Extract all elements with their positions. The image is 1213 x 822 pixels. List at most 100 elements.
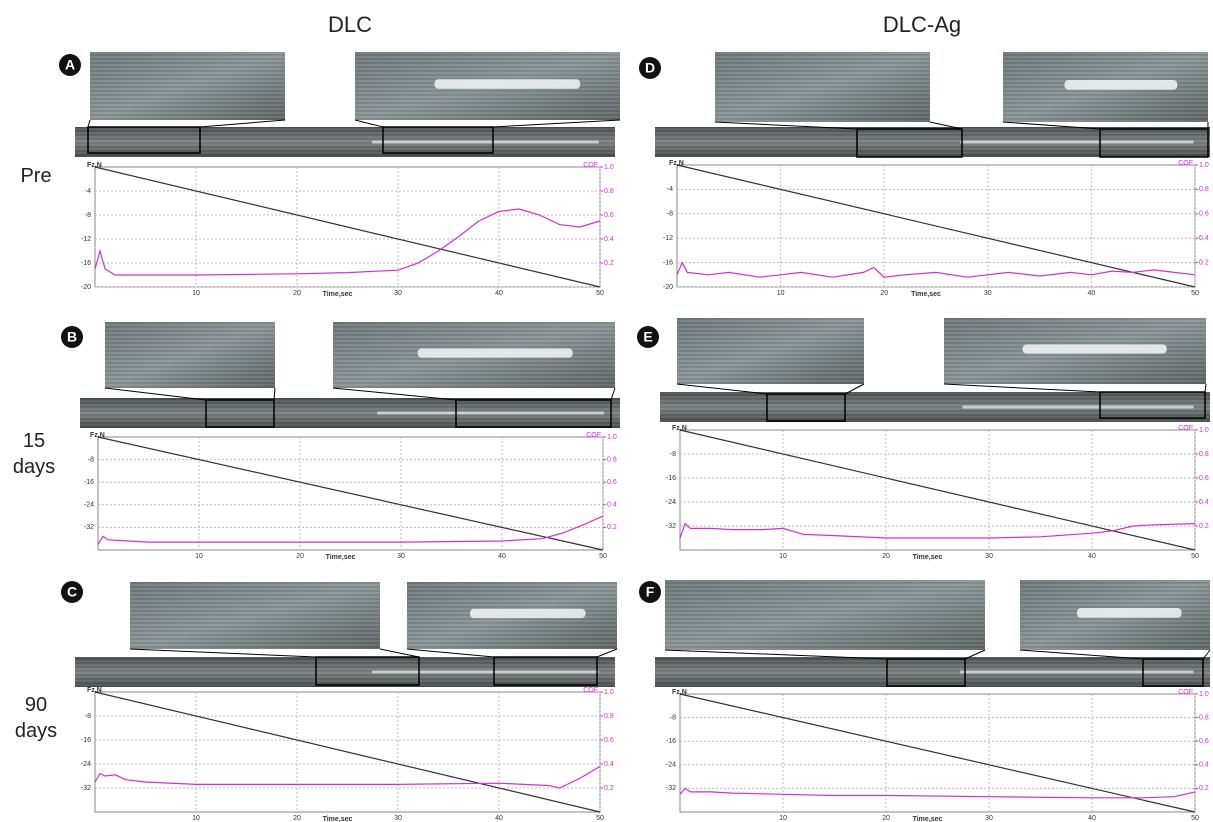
row-label: 15 days	[4, 428, 64, 480]
y-tick-label: -8	[85, 212, 91, 219]
x-tick-label: 20	[293, 815, 301, 822]
x-tick-label: 20	[882, 553, 890, 560]
x-tick-label: 30	[985, 553, 993, 560]
wear-track	[1077, 608, 1182, 618]
figure: DLC DLC-Ag A-4-8-12-16-200.20.40.60.81.0…	[0, 0, 1213, 822]
zoom-connector	[130, 649, 316, 657]
y2-tick-label: 0.8	[1199, 451, 1209, 458]
y2-tick-label: 0.6	[607, 479, 617, 486]
row-label: 90 days	[6, 692, 66, 744]
micrograph-texture	[90, 52, 285, 120]
y-tick-label: -32	[81, 785, 91, 792]
x-tick-label: 30	[394, 290, 402, 297]
x-axis-label: Time,sec	[911, 291, 941, 298]
x-tick-label: 20	[882, 815, 890, 822]
y2-tick-label: 1.0	[607, 434, 617, 441]
y2-tick-label: 0.4	[1199, 762, 1209, 769]
micrograph-texture	[665, 580, 985, 650]
figure-canvas: DLC DLC-Ag A-4-8-12-16-200.20.40.60.81.0…	[0, 0, 1213, 822]
panel-letter: A	[65, 57, 75, 73]
y2-tick-label: 0.4	[1199, 499, 1209, 506]
y2-tick-label: 0.4	[1199, 235, 1209, 242]
y-tick-label: -32	[666, 785, 676, 792]
y2-axis-label: COF	[1178, 689, 1193, 696]
panel-letter: E	[643, 329, 652, 345]
x-tick-label: 50	[599, 553, 607, 560]
x-tick-label: 10	[779, 815, 787, 822]
x-tick-label: 10	[779, 553, 787, 560]
x-tick-label: 40	[1088, 553, 1096, 560]
y2-tick-label: 1.0	[1199, 691, 1209, 698]
y-tick-label: -32	[84, 524, 94, 531]
x-tick-label: 20	[293, 290, 301, 297]
y2-tick-label: 0.6	[1199, 738, 1209, 745]
y2-tick-label: 0.2	[1199, 785, 1209, 792]
wear-track	[960, 671, 1193, 674]
x-axis-label: Time,sec	[323, 291, 353, 298]
wear-track	[418, 348, 573, 357]
y2-tick-label: 0.6	[604, 212, 614, 219]
y-tick-label: -16	[81, 260, 91, 267]
y-tick-label: -20	[663, 284, 673, 291]
wear-track	[963, 406, 1194, 409]
zoom-connector	[597, 649, 617, 657]
panel-letter: D	[645, 60, 655, 76]
y-tick-label: -12	[81, 236, 91, 243]
panel-letter: F	[646, 584, 655, 600]
y-tick-label: -32	[666, 523, 676, 530]
x-tick-label: 50	[1191, 815, 1199, 822]
y2-tick-label: 0.8	[1199, 186, 1209, 193]
y-tick-label: -8	[667, 211, 673, 218]
column-header: DLC-Ag	[883, 12, 961, 37]
micrograph-texture	[130, 582, 380, 649]
y-tick-label: -8	[88, 456, 94, 463]
y-tick-label: -24	[81, 761, 91, 768]
y-tick-label: -16	[666, 475, 676, 482]
x-tick-label: 40	[495, 290, 503, 297]
wear-track	[372, 671, 599, 674]
wear-track	[377, 412, 604, 415]
y2-tick-label: 0.6	[1199, 475, 1209, 482]
x-tick-label: 10	[192, 290, 200, 297]
y2-tick-label: 0.2	[1199, 523, 1209, 530]
y2-axis-label: COF	[1178, 160, 1193, 167]
x-tick-label: 10	[192, 815, 200, 822]
x-axis-label: Time,sec	[913, 816, 943, 822]
x-tick-label: 10	[777, 290, 785, 297]
x-tick-label: 30	[985, 815, 993, 822]
x-tick-label: 40	[1088, 290, 1096, 297]
y-tick-label: -24	[666, 499, 676, 506]
zoom-connector	[407, 649, 494, 657]
y2-tick-label: 0.4	[607, 502, 617, 509]
y2-tick-label: 1.0	[1199, 162, 1209, 169]
y2-tick-label: 1.0	[604, 689, 614, 696]
y-tick-label: -12	[663, 235, 673, 242]
zoom-connector	[355, 120, 383, 127]
y2-tick-label: 0.8	[1199, 714, 1209, 721]
y-tick-label: -16	[81, 737, 91, 744]
y-tick-label: -16	[666, 738, 676, 745]
zoom-connector	[88, 120, 90, 127]
y2-tick-label: 1.0	[1199, 427, 1209, 434]
y-tick-label: -4	[85, 188, 91, 195]
y2-tick-label: 0.2	[1199, 259, 1209, 266]
x-tick-label: 40	[498, 553, 506, 560]
x-tick-label: 30	[397, 553, 405, 560]
y2-axis-label: COF	[1178, 425, 1193, 432]
wear-track	[435, 79, 581, 89]
x-axis-label: Time,sec	[323, 816, 353, 822]
x-tick-label: 30	[984, 290, 992, 297]
micrograph-texture	[105, 322, 275, 388]
y2-tick-label: 0.8	[604, 188, 614, 195]
y2-tick-label: 0.2	[607, 524, 617, 531]
x-tick-label: 50	[1191, 553, 1199, 560]
x-tick-label: 20	[880, 290, 888, 297]
y2-tick-label: 0.2	[604, 260, 614, 267]
zoom-connector	[200, 120, 285, 127]
x-tick-label: 40	[495, 815, 503, 822]
panel-letter: C	[67, 584, 77, 600]
wear-track	[470, 609, 586, 618]
y2-tick-label: 1.0	[604, 164, 614, 171]
zoom-connector	[944, 384, 1100, 392]
x-tick-label: 40	[1088, 815, 1096, 822]
